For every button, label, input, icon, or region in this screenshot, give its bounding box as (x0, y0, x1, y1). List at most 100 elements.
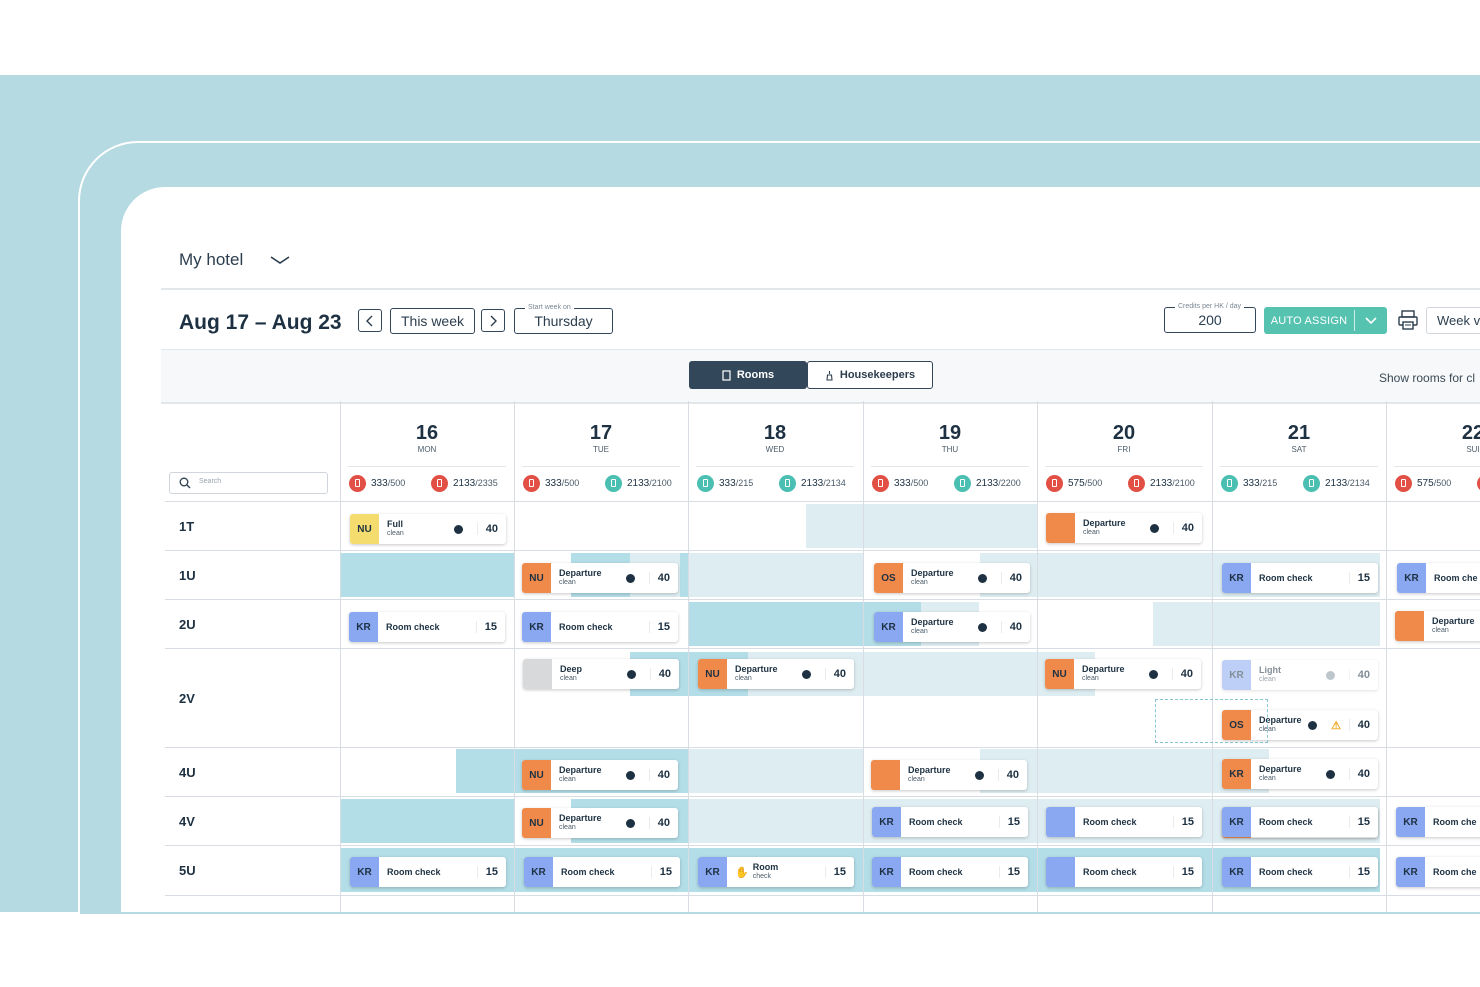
show-rooms-filter[interactable]: Show rooms for cl (1379, 371, 1476, 385)
task-credits: 40 (1149, 668, 1201, 680)
housekeeper-badge: KR (1222, 759, 1251, 789)
date-range-title: Aug 17 – Aug 23 (179, 311, 342, 334)
task-card[interactable]: KR Room check 15 (872, 807, 1028, 837)
next-week-button[interactable] (481, 309, 505, 332)
housekeeper-badge: KR (349, 612, 378, 642)
task-subtype: clean (559, 579, 576, 586)
housekeeper-badge: KR (1397, 563, 1426, 593)
task-card[interactable]: NU Departure clean 40 (522, 808, 678, 838)
day-number: 20 (1112, 422, 1136, 444)
tab-housekeepers-label: Housekeepers (839, 369, 916, 381)
timer-icon (605, 475, 622, 492)
view-select[interactable]: Week vi (1426, 307, 1480, 334)
cleaning-icon (826, 370, 833, 381)
auto-assign-dropdown[interactable] (1355, 307, 1387, 334)
occupancy-block (688, 553, 863, 597)
task-credits: 15 (649, 621, 678, 633)
housekeeper-badge: OS (874, 563, 903, 593)
stat-total: /500 (910, 478, 929, 488)
drop-target[interactable] (1155, 699, 1268, 743)
task-card[interactable]: KR Room check 15 (524, 857, 680, 887)
auto-assign-label: AUTO ASSIGN (1270, 314, 1348, 327)
task-type: Room check (1083, 816, 1137, 827)
prev-week-button[interactable] (358, 309, 382, 332)
task-card[interactable]: NU Departure clean 40 (522, 563, 678, 593)
day-name: WED (765, 445, 785, 454)
task-card[interactable]: KR Room check 15 (350, 857, 506, 887)
task-card[interactable]: KR Room check 15 (1222, 563, 1378, 593)
task-subtype: clean (1082, 675, 1099, 682)
start-week-select[interactable]: Start week on Thursday (514, 303, 613, 334)
housekeeper-badge (871, 760, 900, 790)
tab-rooms[interactable]: Rooms (689, 361, 807, 389)
rooms-credit-stat: 333/500 (349, 475, 405, 492)
task-type: Room che (1433, 866, 1477, 877)
chevron-down-icon[interactable] (269, 252, 291, 268)
stat-value: 2133 (1325, 478, 1348, 489)
housekeeper-badge: KR (350, 857, 379, 887)
task-card[interactable]: KR Room che (1397, 563, 1480, 593)
task-credits: 15 (1173, 866, 1202, 878)
tab-housekeepers[interactable]: Housekeepers (807, 361, 933, 389)
minutes-stat: 2133/2200 (954, 475, 1021, 492)
day-name: MON (417, 445, 437, 454)
task-type: Full (387, 519, 403, 529)
task-card[interactable]: NU Full clean 40 (350, 514, 506, 544)
task-card[interactable]: KR Room che (1396, 857, 1480, 887)
task-card[interactable]: Departure clean 40 (871, 760, 1027, 790)
printer-icon[interactable] (1397, 309, 1419, 331)
status-dot-icon (975, 770, 984, 780)
task-card[interactable]: KR Room check 15 (522, 612, 678, 642)
task-label: Deep clean (560, 665, 582, 683)
occupancy-block (863, 652, 1038, 696)
credits-input[interactable]: Credits per HK / day 200 (1164, 302, 1256, 333)
row-divider (165, 796, 1480, 797)
search-input[interactable]: Search (169, 472, 328, 494)
stat-value: 333 (719, 478, 736, 489)
rooms-credit-stat: 333/500 (872, 475, 928, 492)
occupancy-block (1037, 749, 1212, 793)
column-divider (1037, 401, 1038, 912)
task-subtype: clean (1259, 676, 1276, 683)
column-divider (1386, 401, 1387, 912)
auto-assign-button[interactable]: AUTO ASSIGN (1264, 307, 1387, 334)
credit-value: 15 (649, 621, 670, 633)
credit-value: 15 (651, 866, 672, 878)
task-card[interactable]: OS Departure clean ⚠ 40 (1222, 710, 1378, 740)
task-card[interactable]: Room check 15 (1046, 807, 1202, 837)
task-card[interactable]: Deep clean 40 (523, 659, 679, 689)
housekeeper-badge: NU (698, 659, 727, 689)
divider (1045, 466, 1203, 467)
housekeeper-badge: NU (522, 760, 551, 790)
status-dot-icon (1149, 669, 1158, 679)
task-type: Room check (909, 816, 963, 827)
stat-total: /2335 (475, 478, 498, 488)
task-card[interactable]: NU Departure clean 40 (1045, 659, 1201, 689)
task-card[interactable]: NU Departure clean 40 (522, 760, 678, 790)
credit-value: 40 (1349, 768, 1370, 780)
housekeeper-badge: KR (1222, 857, 1251, 887)
task-card[interactable]: KR ✋ Room check 15 (698, 857, 854, 887)
task-card[interactable]: KR Room check 15 (1222, 807, 1378, 837)
stat-value: 575 (1068, 478, 1085, 489)
this-week-button[interactable]: This week (390, 308, 475, 334)
task-credits: 15 (477, 866, 506, 878)
credit-value: 40 (649, 572, 670, 584)
task-card[interactable]: Room check 15 (1046, 857, 1202, 887)
occupancy-block (688, 799, 863, 843)
task-card[interactable]: KR Room check 15 (872, 857, 1028, 887)
hotel-selector-label[interactable]: My hotel (179, 250, 244, 269)
task-card[interactable]: NU Departure clean 40 (698, 659, 854, 689)
column-divider (1212, 401, 1213, 912)
task-card[interactable]: KR Room check 15 (349, 612, 505, 642)
task-card[interactable]: KR Room check 15 (1222, 857, 1378, 887)
task-card[interactable]: KR Light clean 40 (1222, 660, 1378, 690)
task-card[interactable]: KR Room che (1396, 807, 1480, 837)
task-card[interactable]: OS Departure clean 40 (874, 563, 1030, 593)
task-credits: 15 (825, 866, 854, 878)
task-card[interactable]: Departure clean 40 (1046, 513, 1202, 543)
stat-total: /215 (735, 478, 754, 488)
task-card[interactable]: Departure clean (1395, 611, 1480, 641)
